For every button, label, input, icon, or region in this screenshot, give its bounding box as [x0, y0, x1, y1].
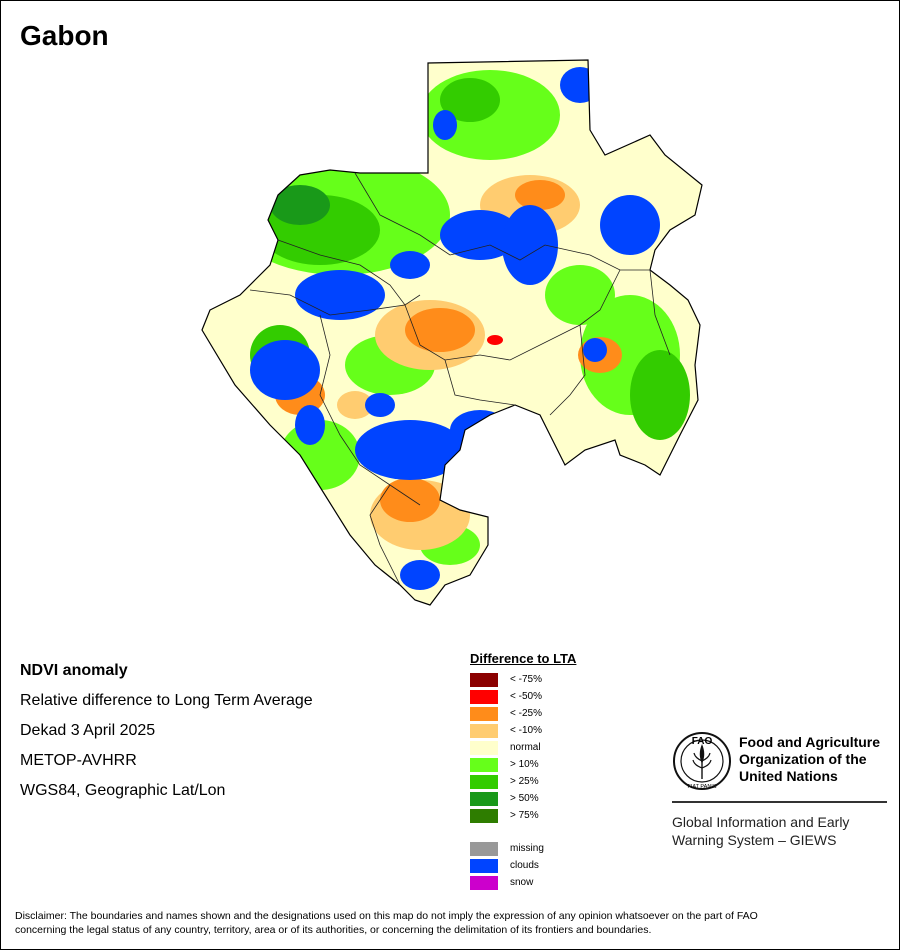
legend-swatch [470, 741, 498, 755]
legend-swatch [470, 673, 498, 687]
legend-extra: missing clouds snow [470, 841, 576, 892]
info-line-1: Relative difference to Long Term Average [20, 692, 313, 709]
legend-item: snow [470, 875, 576, 892]
legend-swatch [470, 690, 498, 704]
legend: Difference to LTA < -75% < -50% < -25% < -1… [470, 651, 576, 892]
legend-item: < -75% [470, 672, 576, 689]
disclaimer-line-1: Disclaimer: The boundaries and names sho… [15, 910, 758, 922]
legend-label: snow [510, 877, 534, 888]
legend-item: > 10% [470, 757, 576, 774]
giews-line-1: Global Information and Early [672, 814, 850, 830]
giews-name: Global Information and Early Warning Sys… [672, 813, 849, 849]
fao-logo-icon: FAO FIAT PANIS [673, 732, 731, 790]
legend-label: > 75% [510, 810, 539, 821]
legend-label: < -25% [510, 708, 542, 719]
legend-swatch [470, 758, 498, 772]
info-line-2: Dekad 3 April 2025 [20, 722, 156, 739]
legend-label: < -50% [510, 691, 542, 702]
legend-item: < -50% [470, 689, 576, 706]
fao-logo-motto: FIAT PANIS [687, 784, 716, 790]
org-name-line-1: Food and Agriculture [739, 734, 881, 750]
legend-item: > 75% [470, 808, 576, 825]
legend-item: > 50% [470, 791, 576, 808]
map-title: Gabon [20, 20, 109, 51]
province-boundaries [249, 172, 671, 586]
info-heading: NDVI anomaly [20, 662, 128, 679]
legend-swatch [470, 876, 498, 890]
legend-item: < -10% [470, 723, 576, 740]
legend-item: > 25% [470, 774, 576, 791]
legend-label: > 10% [510, 759, 539, 770]
giews-line-2: Warning System – GIEWS [672, 832, 837, 848]
legend-swatch [470, 859, 498, 873]
legend-swatch [470, 809, 498, 823]
legend-item: missing [470, 841, 576, 858]
map-info: NDVI anomaly Relative difference to Long… [20, 656, 313, 806]
legend-label: normal [510, 742, 541, 753]
legend-swatch [470, 724, 498, 738]
legend-label: missing [510, 843, 544, 854]
disclaimer: Disclaimer: The boundaries and names sho… [15, 909, 885, 937]
org-divider [672, 801, 887, 803]
legend-swatch [470, 775, 498, 789]
fao-logo-letters: FAO [692, 736, 713, 747]
legend-label: < -10% [510, 725, 542, 736]
disclaimer-line-2: concerning the legal status of any count… [15, 924, 652, 936]
legend-item: clouds [470, 858, 576, 875]
org-name-line-3: United Nations [739, 768, 838, 784]
info-line-3: METOP-AVHRR [20, 752, 137, 769]
legend-label: clouds [510, 860, 539, 871]
legend-item: normal [470, 740, 576, 757]
ndvi-map [201, 59, 703, 606]
legend-label: > 25% [510, 776, 539, 787]
org-name: Food and Agriculture Organization of the… [739, 734, 880, 785]
legend-swatch [470, 842, 498, 856]
legend-label: > 50% [510, 793, 539, 804]
legend-swatch [470, 792, 498, 806]
legend-item: < -25% [470, 706, 576, 723]
legend-classes: < -75% < -50% < -25% < -10% normal > 10% > 25%… [470, 672, 576, 825]
info-line-4: WGS84, Geographic Lat/Lon [20, 782, 226, 799]
legend-label: < -75% [510, 674, 542, 685]
legend-swatch [470, 707, 498, 721]
org-name-line-2: Organization of the [739, 751, 867, 767]
legend-title: Difference to LTA [470, 651, 577, 666]
